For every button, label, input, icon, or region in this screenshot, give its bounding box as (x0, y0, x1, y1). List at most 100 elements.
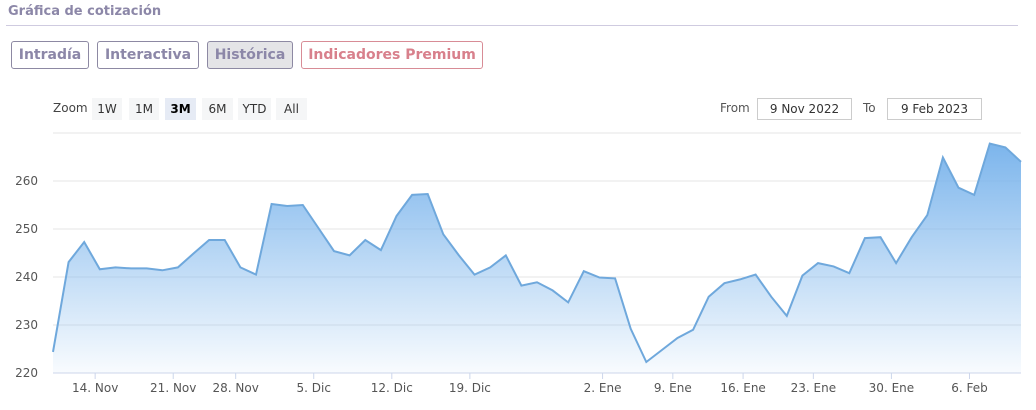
data-point (472, 272, 477, 277)
data-point (769, 294, 774, 299)
data-point (753, 272, 758, 277)
to-date-input[interactable] (887, 98, 982, 120)
data-point (129, 266, 134, 271)
data-point (51, 349, 56, 354)
data-point (97, 267, 102, 272)
x-tick-label: 21. Nov (150, 381, 196, 395)
tab-interactiva[interactable]: Interactiva (97, 41, 199, 69)
data-point (581, 269, 586, 274)
data-point (82, 239, 87, 244)
zoom-all-button[interactable]: All (276, 98, 307, 120)
y-tick-label: 260 (15, 174, 38, 188)
data-point (378, 248, 383, 253)
data-point (831, 264, 836, 269)
x-tick-label: 2. Ene (584, 381, 622, 395)
data-point (613, 276, 618, 281)
x-tick-label: 9. Ene (654, 381, 692, 395)
to-label: To (863, 101, 876, 115)
data-point (207, 238, 212, 243)
from-label: From (720, 101, 750, 115)
tab-intradia[interactable]: Intradía (11, 41, 89, 69)
data-point (972, 192, 977, 197)
data-point (253, 272, 258, 277)
x-tick-label: 30. Ene (869, 381, 914, 395)
data-point (300, 203, 305, 208)
x-tick-label: 12. Dic (371, 381, 413, 395)
price-area (53, 143, 1021, 373)
data-point (456, 253, 461, 258)
y-tick-label: 250 (15, 222, 38, 236)
data-point (66, 260, 71, 265)
data-point (410, 192, 415, 197)
x-tick-label: 5. Dic (297, 381, 331, 395)
x-tick-label: 28. Nov (213, 381, 259, 395)
x-tick-label: 6. Feb (951, 381, 988, 395)
data-point (894, 261, 899, 266)
data-point (659, 347, 664, 352)
data-point (987, 141, 992, 146)
data-point (144, 266, 149, 271)
zoom-label: Zoom (53, 101, 88, 115)
data-point (925, 213, 930, 218)
data-point (566, 300, 571, 305)
data-point (488, 265, 493, 270)
data-point (909, 235, 914, 240)
data-point (878, 235, 883, 240)
data-point (847, 271, 852, 276)
data-point (628, 326, 633, 331)
tab-indicadores-premium[interactable]: Indicadores Premium (301, 41, 483, 69)
data-point (285, 203, 290, 208)
data-point (1003, 145, 1008, 150)
y-tick-label: 240 (15, 270, 38, 284)
tab-historica[interactable]: Histórica (207, 41, 293, 69)
data-point (706, 294, 711, 299)
y-tick-label: 230 (15, 318, 38, 332)
data-point (535, 280, 540, 285)
zoom-ytd-button[interactable]: YTD (238, 98, 271, 120)
data-point (113, 265, 118, 270)
data-point (519, 283, 524, 288)
data-point (160, 268, 165, 273)
data-point (862, 236, 867, 241)
data-point (363, 238, 368, 243)
data-point (238, 265, 243, 270)
data-point (503, 253, 508, 258)
zoom-3m-button[interactable]: 3M (165, 98, 196, 120)
data-point (722, 281, 727, 286)
data-point (332, 249, 337, 254)
data-point (425, 191, 430, 196)
data-point (816, 261, 821, 266)
x-tick-label: 23. Ene (791, 381, 836, 395)
from-date-input[interactable] (757, 98, 852, 120)
data-point (1019, 159, 1024, 164)
data-point (691, 327, 696, 332)
data-point (175, 265, 180, 270)
x-tick-label: 19. Dic (449, 381, 491, 395)
data-point (394, 214, 399, 219)
x-tick-label: 14. Nov (72, 381, 118, 395)
data-point (441, 232, 446, 237)
zoom-1w-button[interactable]: 1W (92, 98, 122, 120)
data-point (956, 185, 961, 190)
data-point (597, 275, 602, 280)
data-point (222, 238, 227, 243)
zoom-1m-button[interactable]: 1M (129, 98, 159, 120)
x-tick-label: 16. Ene (720, 381, 765, 395)
data-point (940, 155, 945, 160)
data-point (644, 359, 649, 364)
data-point (316, 226, 321, 231)
data-point (269, 202, 274, 207)
data-point (800, 273, 805, 278)
data-point (784, 313, 789, 318)
section-title: Gráfica de cotización (8, 4, 162, 19)
data-point (191, 251, 196, 256)
data-point (675, 335, 680, 340)
data-point (737, 277, 742, 282)
data-point (550, 288, 555, 293)
zoom-6m-button[interactable]: 6M (202, 98, 233, 120)
price-line (52, 142, 1022, 364)
data-point (347, 253, 352, 258)
title-divider (6, 25, 1018, 26)
y-tick-label: 220 (15, 366, 38, 380)
